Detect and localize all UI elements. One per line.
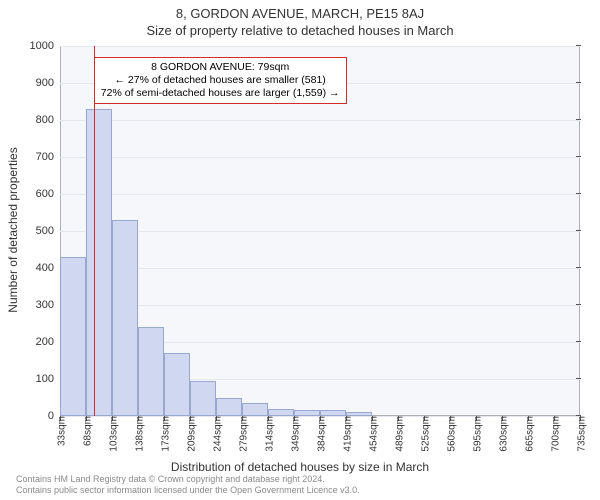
annotation-box: 8 GORDON AVENUE: 79sqm← 27% of detached … [94,57,347,104]
histogram-bar [242,403,268,416]
chart-title-address: 8, GORDON AVENUE, MARCH, PE15 8AJ [0,0,600,21]
y-tick-mark [576,82,581,83]
histogram-bar [86,109,112,416]
y-tick-mark [576,230,581,231]
x-tick-label: 665sqm [521,416,536,452]
footer-attribution: Contains HM Land Registry data © Crown c… [16,474,360,497]
y-tick-label: 400 [36,262,60,274]
y-tick-label: 800 [36,114,60,126]
x-tick-label: 68sqm [79,416,94,446]
x-tick-label: 595sqm [469,416,484,452]
y-tick-mark [576,193,581,194]
y-tick-label: 100 [36,373,60,385]
x-tick-label: 735sqm [573,416,588,452]
x-tick-label: 700sqm [547,416,562,452]
y-tick-label: 500 [36,225,60,237]
x-tick-label: 630sqm [495,416,510,452]
x-tick-label: 279sqm [235,416,250,452]
gridline [60,157,580,158]
annotation-line-1: 8 GORDON AVENUE: 79sqm [101,61,340,74]
y-tick-mark [576,378,581,379]
y-tick-label: 300 [36,299,60,311]
x-tick-label: 138sqm [131,416,146,452]
histogram-bar [138,327,164,416]
y-tick-mark [576,304,581,305]
property-size-chart: 8, GORDON AVENUE, MARCH, PE15 8AJ Size o… [0,0,600,500]
gridline [60,46,580,47]
y-tick-mark [576,341,581,342]
annotation-line-2: ← 27% of detached houses are smaller (58… [101,74,340,87]
x-tick-label: 525sqm [417,416,432,452]
y-tick-mark [576,119,581,120]
x-tick-label: 349sqm [287,416,302,452]
plot-area: 0100200300400500600700800900100033sqm68s… [60,46,580,416]
x-tick-label: 314sqm [261,416,276,452]
gridline [60,231,580,232]
histogram-bar [268,409,294,416]
gridline [60,268,580,269]
y-tick-mark [576,156,581,157]
x-axis-label: Distribution of detached houses by size … [0,460,600,474]
x-tick-label: 560sqm [443,416,458,452]
x-tick-label: 454sqm [365,416,380,452]
histogram-bar [112,220,138,416]
chart-subtitle: Size of property relative to detached ho… [0,21,600,38]
x-tick-label: 103sqm [105,416,120,452]
x-tick-label: 33sqm [53,416,68,446]
x-tick-label: 244sqm [209,416,224,452]
y-tick-label: 700 [36,151,60,163]
x-tick-label: 419sqm [339,416,354,452]
y-tick-label: 900 [36,77,60,89]
y-tick-mark [576,267,581,268]
gridline [60,305,580,306]
histogram-bar [216,398,242,417]
gridline [60,120,580,121]
y-tick-mark [576,45,581,46]
y-tick-label: 600 [36,188,60,200]
footer-line-2: Contains public sector information licen… [16,485,360,496]
gridline [60,194,580,195]
y-tick-label: 1000 [30,40,60,52]
x-tick-label: 384sqm [313,416,328,452]
x-tick-label: 173sqm [157,416,172,452]
x-tick-label: 209sqm [183,416,198,452]
histogram-bar [164,353,190,416]
annotation-line-3: 72% of semi-detached houses are larger (… [101,87,340,100]
y-tick-label: 200 [36,336,60,348]
histogram-bar [190,381,216,416]
x-tick-label: 489sqm [391,416,406,452]
y-axis-label: Number of detached properties [6,147,20,312]
footer-line-1: Contains HM Land Registry data © Crown c… [16,474,360,485]
histogram-bar [60,257,86,416]
